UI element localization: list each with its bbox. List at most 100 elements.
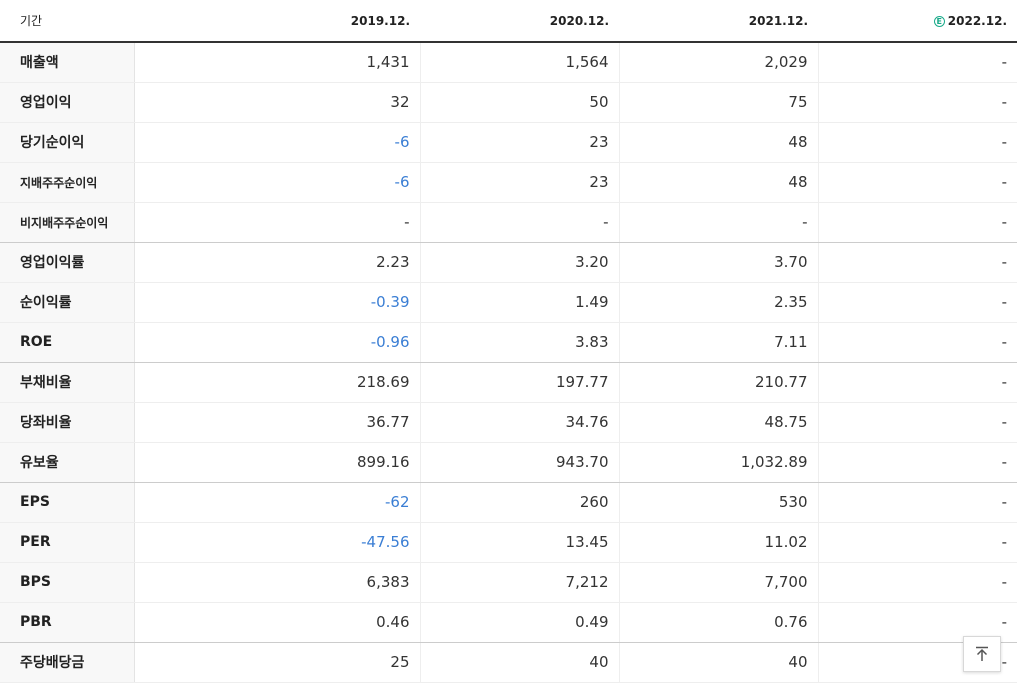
table-row: 당기순이익 -6 23 48- [0, 122, 1017, 163]
value-cell: 75 [619, 82, 819, 123]
value-cell: 6,383 [134, 562, 421, 603]
row-label: 부채비율 [0, 362, 135, 403]
value-cell: 530 [619, 482, 819, 523]
value-cell: - [818, 602, 1017, 643]
value-cell: 210.77 [619, 362, 819, 403]
value-cell: - [818, 442, 1017, 483]
table-row: 영업이익률 2.23 3.20 3.70- [0, 242, 1017, 283]
estimate-circle-icon: E [933, 15, 945, 27]
row-label: 영업이익 [0, 82, 135, 123]
period-2022: 2022.12. [947, 13, 1007, 28]
value-cell: - [619, 202, 819, 243]
value-cell: - [818, 242, 1017, 283]
table-row: 영업이익 32 50 75- [0, 82, 1017, 123]
value-cell: 943.70 [420, 442, 620, 483]
value-cell: 13.45 [420, 522, 620, 563]
row-label: 당좌비율 [0, 402, 135, 443]
row-label: 지배주주순이익 [0, 162, 135, 203]
value-cell: -6 [134, 122, 421, 163]
value-cell: - [818, 562, 1017, 603]
value-cell: - [818, 522, 1017, 563]
value-cell: 1.49 [420, 282, 620, 323]
value-cell: - [818, 42, 1017, 83]
value-cell: 34.76 [420, 402, 620, 443]
value-cell: -0.39 [134, 282, 421, 323]
value-cell: 48.75 [619, 402, 819, 443]
value-cell: 7.11 [619, 322, 819, 363]
table-row: PBR 0.46 0.49 0.76- [0, 602, 1017, 643]
table-row: 주당배당금 25 40 40- [0, 642, 1017, 683]
value-cell: 2.35 [619, 282, 819, 323]
value-cell: 25 [134, 642, 421, 683]
value-cell: - [818, 282, 1017, 323]
table-row: 부채비율 218.69 197.77 210.77- [0, 362, 1017, 403]
value-cell: 218.69 [134, 362, 421, 403]
row-label: BPS [0, 562, 135, 603]
table-row: 비지배주주순이익 - - - - [0, 202, 1017, 243]
period-2020: 2020.12. [420, 0, 619, 43]
value-cell: 48 [619, 122, 819, 163]
row-label: PBR [0, 602, 135, 643]
value-cell: - [818, 202, 1017, 243]
value-cell: - [818, 322, 1017, 363]
table-row: EPS -62 260 530- [0, 482, 1017, 523]
row-label: 순이익률 [0, 282, 135, 323]
value-cell: 3.70 [619, 242, 819, 283]
row-label: 유보율 [0, 442, 135, 483]
table-row: BPS 6,383 7,212 7,700- [0, 562, 1017, 603]
period-2019: 2019.12. [134, 0, 420, 43]
value-cell: 40 [619, 642, 819, 683]
value-cell: 2.23 [134, 242, 421, 283]
value-cell: 3.83 [420, 322, 620, 363]
table-row: 지배주주순이익 -6 23 48- [0, 162, 1017, 203]
row-label: 영업이익률 [0, 242, 135, 283]
period-2021: 2021.12. [619, 0, 818, 43]
value-cell: 0.49 [420, 602, 620, 643]
value-cell: - [818, 362, 1017, 403]
value-cell: 23 [420, 162, 620, 203]
row-label: ROE [0, 322, 135, 363]
value-cell: 1,431 [134, 42, 421, 83]
table-row: 순이익률 -0.39 1.49 2.35- [0, 282, 1017, 323]
row-label: 비지배주주순이익 [0, 202, 135, 243]
row-label: EPS [0, 482, 135, 523]
value-cell: -47.56 [134, 522, 421, 563]
period-2022-estimate: E 2022.12. [818, 0, 1017, 43]
value-cell: 48 [619, 162, 819, 203]
value-cell: 7,700 [619, 562, 819, 603]
value-cell: -6 [134, 162, 421, 203]
scroll-to-top-button[interactable] [963, 636, 1001, 672]
row-label: 매출액 [0, 42, 135, 83]
value-cell: 0.46 [134, 602, 421, 643]
value-cell: 11.02 [619, 522, 819, 563]
value-cell: 3.20 [420, 242, 620, 283]
row-label: 주당배당금 [0, 642, 135, 683]
table-row: 유보율 899.16 943.70 1,032.89- [0, 442, 1017, 483]
row-label: PER [0, 522, 135, 563]
value-cell: 32 [134, 82, 421, 123]
arrow-up-to-top-icon [976, 646, 988, 661]
value-cell: 40 [420, 642, 620, 683]
value-cell: - [818, 82, 1017, 123]
value-cell: 50 [420, 82, 620, 123]
value-cell: 0.76 [619, 602, 819, 643]
table-header-row: 기간 2019.12. 2020.12. 2021.12. E 2022.12. [0, 0, 1017, 43]
value-cell: 2,029 [619, 42, 819, 83]
value-cell: -62 [134, 482, 421, 523]
table-row: PER -47.56 13.45 11.02- [0, 522, 1017, 563]
value-cell: - [818, 122, 1017, 163]
value-cell: - [818, 162, 1017, 203]
value-cell: - [134, 202, 421, 243]
table-row: 당좌비율 36.77 34.76 48.75- [0, 402, 1017, 443]
value-cell: 23 [420, 122, 620, 163]
value-cell: - [818, 402, 1017, 443]
value-cell: 7,212 [420, 562, 620, 603]
value-cell: 1,564 [420, 42, 620, 83]
value-cell: - [818, 482, 1017, 523]
value-cell: -0.96 [134, 322, 421, 363]
value-cell: 197.77 [420, 362, 620, 403]
table-row: ROE -0.96 3.83 7.11- [0, 322, 1017, 363]
value-cell: 899.16 [134, 442, 421, 483]
period-label: 기간 [0, 0, 134, 43]
